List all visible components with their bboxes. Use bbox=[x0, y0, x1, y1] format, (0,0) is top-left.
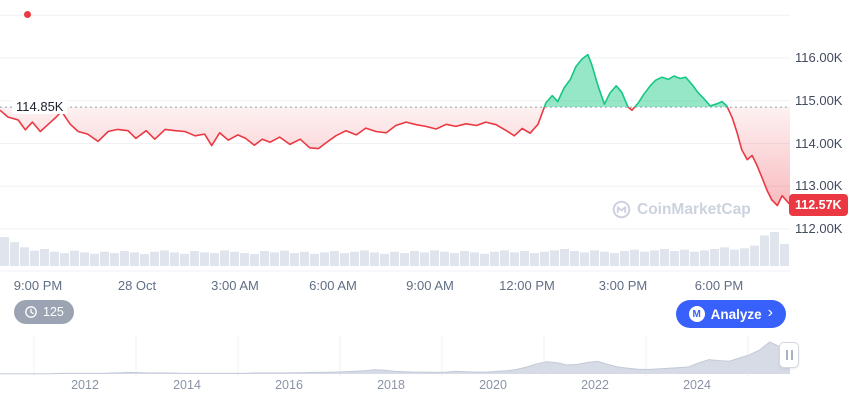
x-axis-label: 28 Oct bbox=[117, 278, 157, 293]
price-chart-area: 116.00K 115.00K 114.00K 113.00K 112.00K … bbox=[0, 0, 848, 272]
timeline-year-label: 2020 bbox=[479, 378, 507, 392]
y-axis-label: 115.00K bbox=[795, 93, 843, 108]
watermark-text: CoinMarketCap bbox=[637, 200, 751, 218]
x-axis-label: 12:00 PM bbox=[499, 278, 555, 293]
x-axis-label: 6:00 AM bbox=[309, 278, 357, 293]
timeline-year-label: 2024 bbox=[683, 378, 711, 392]
x-axis-label: 6:00 PM bbox=[694, 278, 744, 293]
coinmarketcap-logo-icon bbox=[612, 200, 631, 219]
x-axis-label: 9:00 PM bbox=[13, 278, 63, 293]
x-axis-label: 3:00 AM bbox=[211, 278, 259, 293]
coinmarketcap-logo-icon: M bbox=[688, 306, 705, 322]
current-price-badge: 112.57K bbox=[789, 194, 848, 216]
y-axis-label: 113.00K bbox=[795, 178, 843, 193]
timeline-brush-canvas[interactable] bbox=[0, 336, 800, 376]
timeline-brush: 2012 2014 2016 2018 2020 2022 2024 bbox=[0, 334, 860, 401]
timeline-year-label: 2016 bbox=[275, 378, 303, 392]
timeline-year-label: 2012 bbox=[71, 378, 99, 392]
analyze-button[interactable]: M Analyze › bbox=[675, 300, 786, 328]
timeline-year-label: 2014 bbox=[173, 378, 201, 392]
controls-row: 125 M Analyze › bbox=[0, 298, 860, 332]
history-count-badge[interactable]: 125 bbox=[14, 300, 74, 324]
x-axis-label: 3:00 PM bbox=[598, 278, 648, 293]
live-indicator-dot bbox=[24, 11, 31, 18]
chevron-right-icon: › bbox=[767, 304, 773, 321]
x-axis: 9:00 PM 28 Oct 3:00 AM 6:00 AM 9:00 AM 1… bbox=[0, 272, 860, 298]
history-count-label: 125 bbox=[43, 305, 64, 319]
timeline-year-label: 2022 bbox=[581, 378, 609, 392]
coinmarketcap-watermark: CoinMarketCap bbox=[612, 200, 751, 219]
brush-handle[interactable] bbox=[779, 342, 799, 368]
y-axis-label: 116.00K bbox=[795, 50, 843, 65]
timeline-year-label: 2018 bbox=[377, 378, 405, 392]
x-axis-label: 9:00 AM bbox=[406, 278, 454, 293]
baseline-price-label: 114.85K bbox=[12, 99, 68, 114]
y-axis-label: 114.00K bbox=[795, 136, 843, 151]
clock-icon bbox=[25, 306, 37, 318]
analyze-button-label: Analyze bbox=[710, 306, 762, 322]
y-axis-label: 112.00K bbox=[795, 221, 843, 236]
price-chart-canvas[interactable] bbox=[0, 0, 790, 272]
